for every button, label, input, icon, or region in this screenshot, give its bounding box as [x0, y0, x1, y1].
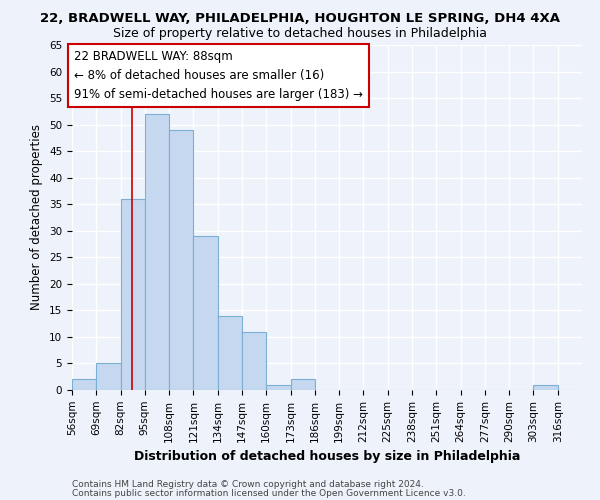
Bar — [72, 380, 96, 390]
Bar — [218, 316, 242, 390]
Bar — [290, 380, 315, 390]
Bar — [169, 130, 193, 390]
Bar — [266, 384, 290, 390]
Text: 22 BRADWELL WAY: 88sqm
← 8% of detached houses are smaller (16)
91% of semi-deta: 22 BRADWELL WAY: 88sqm ← 8% of detached … — [74, 50, 363, 102]
Bar — [121, 199, 145, 390]
Bar — [242, 332, 266, 390]
Text: Contains public sector information licensed under the Open Government Licence v3: Contains public sector information licen… — [72, 489, 466, 498]
Bar — [193, 236, 218, 390]
Y-axis label: Number of detached properties: Number of detached properties — [31, 124, 43, 310]
Bar — [145, 114, 169, 390]
Bar — [533, 384, 558, 390]
X-axis label: Distribution of detached houses by size in Philadelphia: Distribution of detached houses by size … — [134, 450, 520, 463]
Text: 22, BRADWELL WAY, PHILADELPHIA, HOUGHTON LE SPRING, DH4 4XA: 22, BRADWELL WAY, PHILADELPHIA, HOUGHTON… — [40, 12, 560, 26]
Bar — [96, 364, 121, 390]
Text: Size of property relative to detached houses in Philadelphia: Size of property relative to detached ho… — [113, 28, 487, 40]
Text: Contains HM Land Registry data © Crown copyright and database right 2024.: Contains HM Land Registry data © Crown c… — [72, 480, 424, 489]
